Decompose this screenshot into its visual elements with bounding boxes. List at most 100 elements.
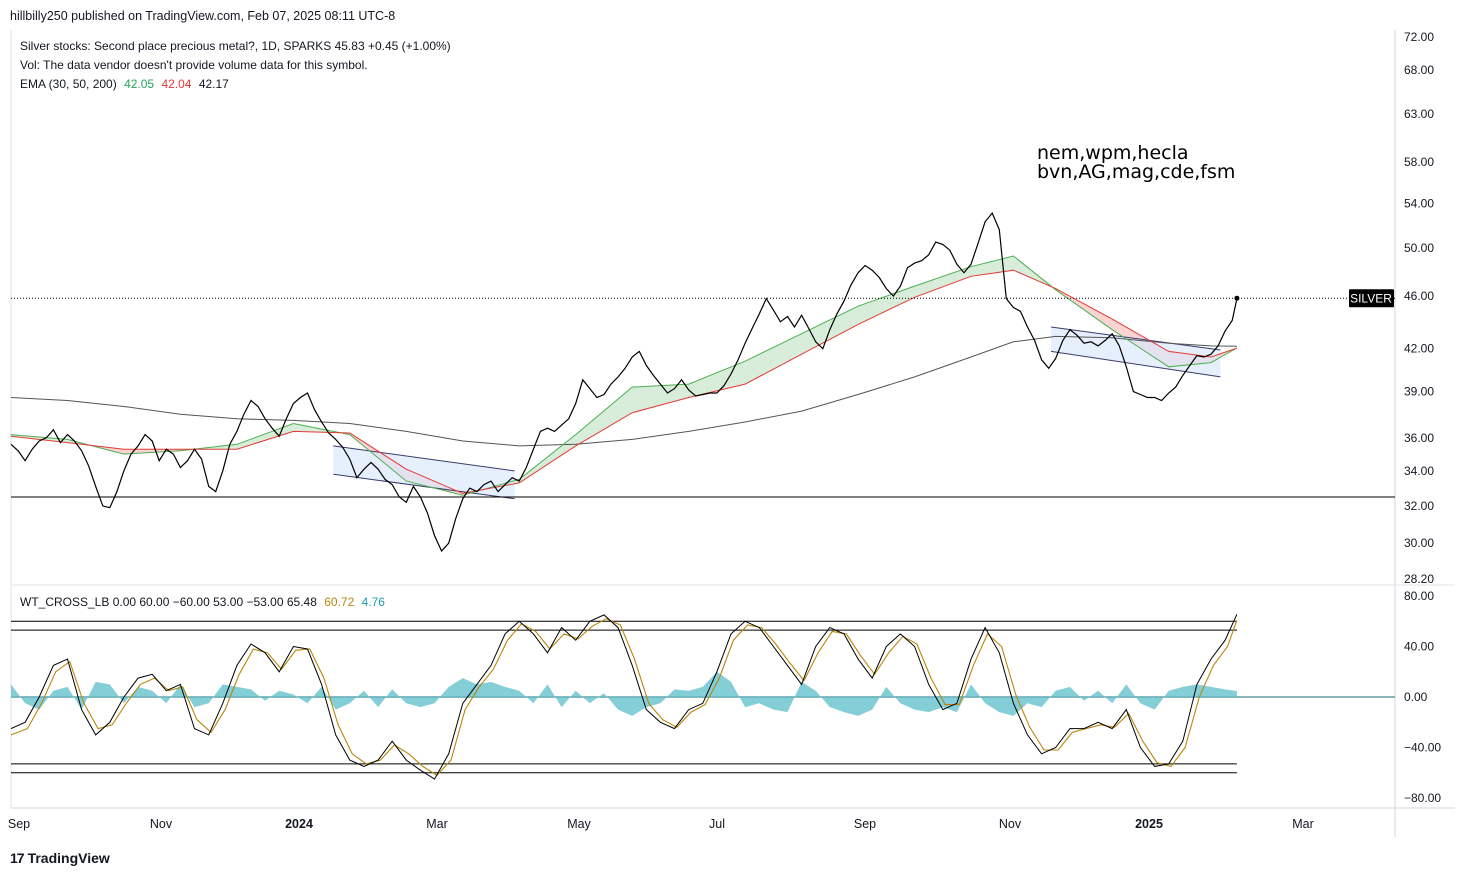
ema-ribbon-segment [862, 303, 866, 323]
ema-ribbon-segment [933, 278, 936, 291]
ema-ribbon-segment [582, 426, 586, 442]
ema-ribbon-segment [1027, 267, 1030, 278]
ema-ribbon-segment [994, 260, 997, 273]
ema-ribbon-segment [646, 386, 649, 409]
ema-ribbon-segment [639, 386, 642, 411]
ema-ribbon-segment [620, 394, 623, 420]
oscillator-legend[interactable]: WT_CROSS_LB 0.00 60.00 −60.00 53.00 −53.… [20, 595, 389, 609]
wt2-line [10, 618, 1238, 777]
ema-ribbon-segment [999, 258, 1002, 273]
ema-ribbon-segment [302, 425, 306, 432]
ema-ribbon-segment [891, 293, 894, 309]
ema-ribbon-segment [48, 437, 52, 441]
ema-ribbon-segment [813, 326, 816, 348]
ema-ribbon-segment [300, 424, 303, 432]
ema-ribbon-segment [648, 386, 652, 409]
ema-50-line [10, 269, 1238, 494]
symbol-legend[interactable]: Silver stocks: Second place precious met… [20, 39, 451, 53]
ema-ribbon-segment [949, 273, 953, 285]
ema-ribbon-segment [260, 434, 263, 442]
ema-ribbon-segment [262, 433, 266, 441]
ema-ribbon-segment [820, 323, 823, 345]
ema-ribbon-segment [923, 281, 927, 294]
ema-ribbon-segment [298, 424, 301, 432]
ema-ribbon-segment [756, 354, 760, 378]
ema-ribbon-segment [651, 385, 654, 408]
price-tick-label: 46.00 [1404, 289, 1434, 303]
ema-ribbon-segment [902, 289, 906, 303]
ema-ribbon-segment [935, 277, 939, 290]
ema-ribbon-segment [693, 381, 696, 397]
ema-ribbon-segment [785, 340, 788, 363]
volume-legend: Vol: The data vendor doesn't provide vol… [20, 58, 368, 72]
osc-tick-label: 40.00 [1404, 640, 1434, 654]
ema-ribbon-segment [121, 448, 124, 455]
ema-ribbon-segment [975, 264, 979, 276]
ema-ribbon-segment [587, 422, 590, 439]
price-line [10, 211, 1238, 553]
ema-ribbon-segment [660, 385, 663, 406]
ema-ribbon-segment [159, 449, 162, 453]
ema-ribbon-segment [116, 448, 120, 453]
ema-ribbon-segment [803, 331, 807, 353]
ema-ribbon-segment [867, 301, 870, 320]
ema-ribbon-segment [778, 343, 781, 367]
osc-area-fill [11, 671, 1237, 716]
channel-upper-line-1 [333, 445, 515, 472]
time-tick-label: Jul [709, 817, 725, 831]
ema-ribbon-segment [575, 432, 579, 446]
ema-ribbon-segment [140, 449, 143, 454]
ema-ribbon-segment [65, 439, 68, 443]
ema-ribbon-segment [1081, 302, 1084, 310]
ema-ribbon-segment [316, 428, 320, 433]
ema-ribbon-segment [246, 439, 249, 447]
ema-ribbon-segment [712, 373, 715, 392]
ema-ribbon-segment [123, 449, 127, 455]
ema-ribbon-segment [1095, 310, 1099, 320]
ema-ribbon-segment [876, 298, 880, 316]
ema-ribbon-segment [288, 424, 292, 433]
ema-ribbon-segment [1093, 308, 1096, 318]
ema-ribbon-segment [1098, 311, 1101, 322]
ema-ribbon-segment [225, 445, 228, 450]
price-tick-label: 28.20 [1404, 572, 1434, 586]
ema-ribbon-segment [1011, 255, 1014, 271]
ema-ribbon-segment [763, 350, 767, 374]
ema-ribbon-segment [667, 385, 670, 404]
ema-ribbon-segment [55, 438, 59, 442]
ema-ribbon-segment [716, 371, 720, 391]
ema-ribbon-segment [585, 424, 588, 441]
ema-ribbon-segment [846, 310, 849, 331]
ema-ribbon-segment [156, 449, 160, 453]
ema-ribbon-segment [705, 376, 708, 394]
ema-ribbon-segment [46, 437, 49, 441]
ema-ribbon-segment [283, 426, 287, 435]
price-tick-label: 30.00 [1404, 536, 1434, 550]
ema-ribbon-segment [1091, 307, 1094, 317]
channel-fill-2 [1051, 327, 1221, 377]
time-tick-label: Mar [1292, 817, 1314, 831]
ticker-annotation[interactable]: nem,wpm,hecla bvn,AG,mag,cde,fsm [1037, 144, 1235, 182]
ema-ribbon-segment [138, 449, 141, 454]
silver-tag-label: SILVER [1350, 292, 1392, 306]
price-tick-label: 34.00 [1404, 464, 1434, 478]
ema-ribbon-segment [881, 296, 884, 313]
ema-ribbon-segment [843, 311, 847, 332]
ema-ribbon-segment [1025, 265, 1028, 277]
ema-ribbon-segment [119, 448, 122, 454]
ema-30-value: 42.05 [124, 77, 155, 91]
ema-ribbon-segment [761, 351, 764, 376]
ema-ribbon-segment [307, 426, 310, 432]
ema-ribbon-segment [978, 264, 981, 276]
ema-ribbon-segment [272, 430, 275, 438]
tradingview-footer[interactable]: 17 TradingView [10, 850, 110, 866]
ema-ribbon-segment [806, 330, 809, 352]
ema-ribbon-segment [1100, 312, 1103, 323]
ema-ribbon-segment [305, 425, 308, 432]
ema-ribbon-segment [556, 447, 560, 458]
ema-ribbon-segment [603, 408, 607, 430]
ema-ribbon-segment [161, 449, 164, 452]
ema-ribbon-segment [698, 379, 701, 396]
ema-legend[interactable]: EMA (30, 50, 200) 42.05 42.04 42.17 [20, 77, 233, 91]
